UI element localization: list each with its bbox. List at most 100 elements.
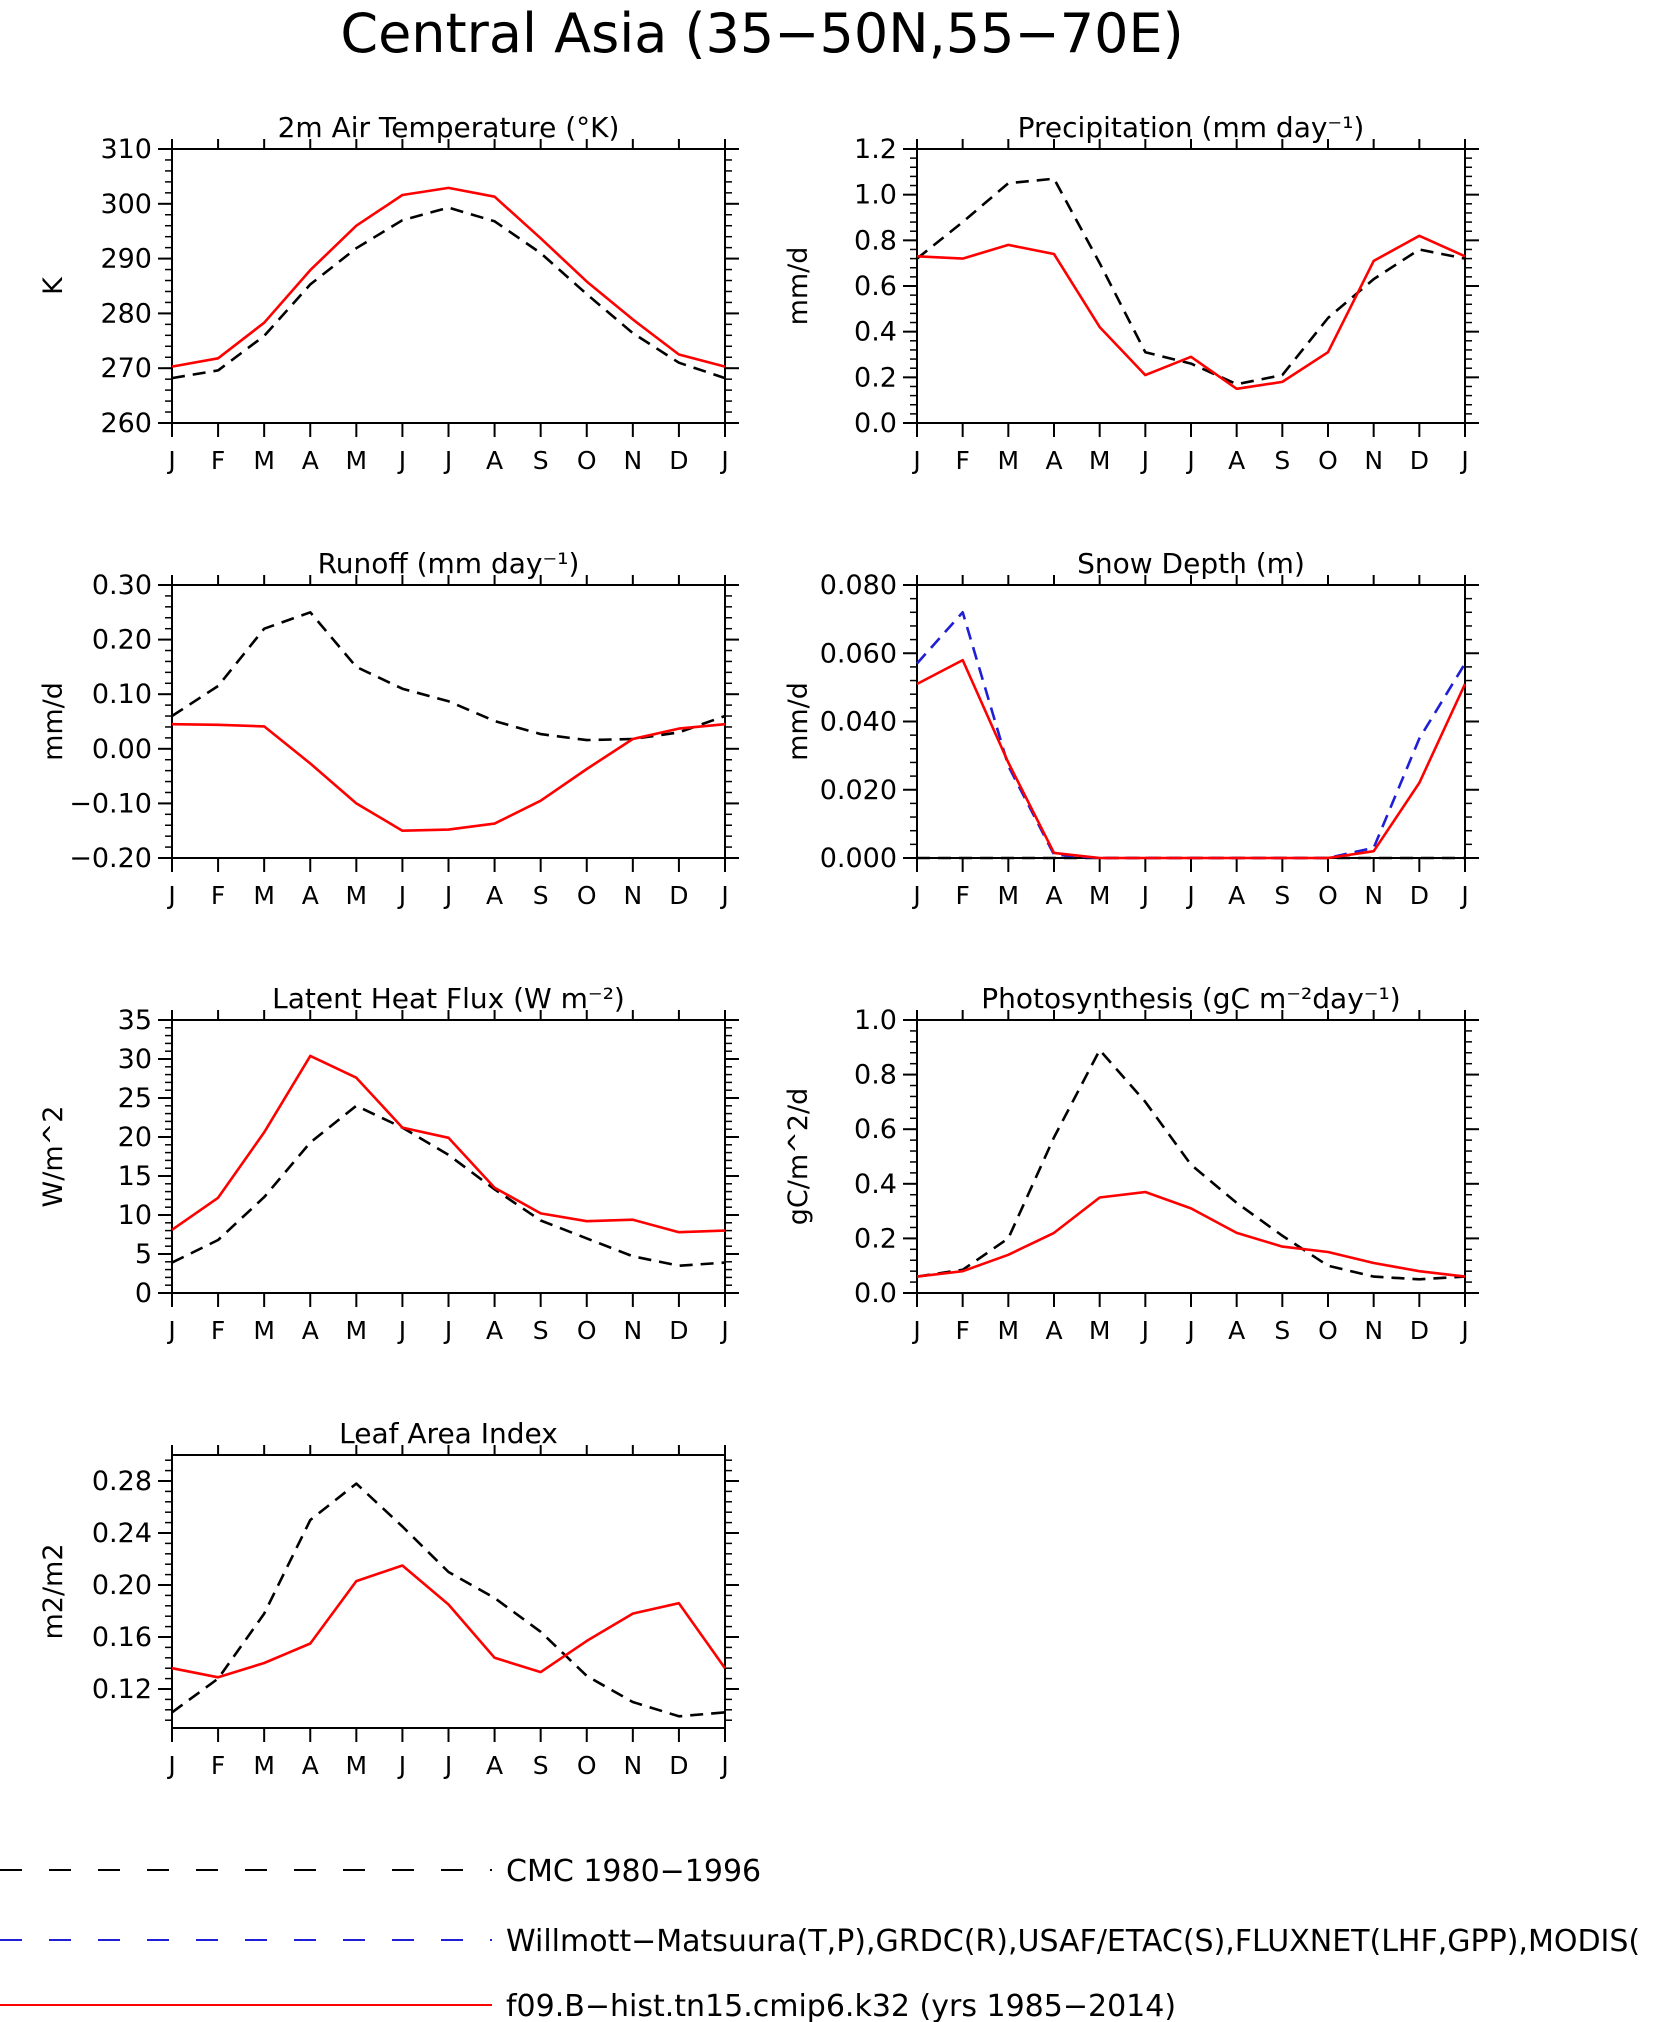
x-tick-label: A (486, 881, 503, 910)
plot-frame (171, 148, 726, 424)
y-tick-label: 35 (118, 1005, 152, 1036)
y-axis-label: K (38, 276, 69, 295)
series-line-f09-b-hist-tn15-cmip6-k3 (171, 186, 726, 368)
y-tick-label: 0.080 (820, 570, 897, 601)
y-tick-label: 260 (100, 408, 152, 439)
y-tick-label: 0.10 (92, 679, 152, 710)
x-tick-label: M (998, 446, 1020, 475)
x-tick-label: A (1228, 881, 1245, 910)
x-tick-label: A (1045, 1316, 1062, 1345)
x-tick-label: J (1185, 446, 1194, 475)
chart-panels: 2m Air Temperature (°K)J F M A M J J A S O N D J2602… (38, 111, 1479, 1780)
x-tick-label: M (253, 1316, 275, 1345)
panel-title: Snow Depth (m) (1077, 547, 1305, 580)
x-tick-label: A (486, 1316, 503, 1345)
panel-title: 2m Air Temperature (°K) (278, 111, 620, 144)
y-tick-label: 0.24 (92, 1518, 152, 1549)
plot-frame (171, 1454, 726, 1729)
x-tick-label: F (211, 1751, 225, 1780)
legend-label: f09.B−hist.tn15.cmip6.k32 (yrs 1985−2014… (506, 1989, 1176, 2022)
y-tick-label: 0.28 (92, 1466, 152, 1497)
x-tick-label: D (669, 446, 688, 475)
chart-panel-2: Precipitation (mm day⁻¹)J F M A M J J A S O N D J0.0… (783, 111, 1479, 475)
x-tick-label: A (302, 446, 319, 475)
series-line-f09-b-hist-tn15-cmip6-k3 (916, 234, 1466, 391)
x-tick-label: D (669, 1316, 688, 1345)
y-tick-label: 0.2 (854, 1223, 897, 1254)
x-tick-label: J (397, 446, 406, 475)
series-line-f09-b-hist-tn15-cmip6-k3 (171, 1564, 727, 1679)
x-tick-label: M (998, 881, 1020, 910)
y-axis-label: W/m^2 (38, 1106, 69, 1208)
chart-panel-6: Photosynthesis (gC m⁻²day⁻¹)J F M A M J J A S O N D… (783, 982, 1479, 1345)
x-tick-label: J (397, 881, 406, 910)
series-line-cmc-1980-1996 (171, 610, 726, 742)
y-axis-label: mm/d (783, 247, 814, 326)
x-tick-label: A (1045, 881, 1062, 910)
series-line-cmc-1980-1996 (916, 177, 1466, 386)
x-tick-label: O (1318, 446, 1338, 475)
x-tick-label: J (1459, 881, 1468, 910)
x-tick-label: J (1185, 881, 1194, 910)
x-tick-label: S (1274, 881, 1290, 910)
x-tick-label: N (623, 1316, 642, 1345)
x-tick-label: S (1274, 446, 1290, 475)
x-tick-label: M (253, 881, 275, 910)
y-tick-label: 300 (100, 189, 152, 220)
series-line-f09-b-hist-tn15-cmip6-k3 (171, 722, 726, 833)
y-tick-label: 0.12 (92, 1674, 152, 1705)
y-tick-label: 0.4 (854, 317, 897, 348)
y-tick-label: 0.8 (854, 1060, 897, 1091)
x-tick-label: S (533, 1751, 549, 1780)
y-tick-label: 290 (100, 244, 152, 275)
x-tick-label: J (1459, 1316, 1468, 1345)
legend-label: CMC 1980−1996 (506, 1854, 761, 1889)
plot-frame (171, 584, 726, 859)
y-tick-label: 0.00 (92, 734, 152, 765)
y-tick-label: −0.10 (69, 788, 152, 819)
x-tick-label: D (669, 881, 688, 910)
chart-panel-1: 2m Air Temperature (°K)J F M A M J J A S O N D J2602… (38, 111, 739, 475)
x-tick-label: M (253, 446, 275, 475)
x-tick-label: J (1140, 1316, 1149, 1345)
x-tick-label: M (1089, 446, 1111, 475)
x-tick-label: M (346, 1751, 368, 1780)
x-tick-label: F (955, 446, 969, 475)
x-tick-label: A (302, 1316, 319, 1345)
series-line-willmott-matsuura-t-p-gr (916, 610, 1467, 860)
x-tick-label: S (1274, 1316, 1290, 1345)
x-tick-label: N (1364, 1316, 1383, 1345)
x-tick-label: A (1045, 446, 1062, 475)
x-tick-label: F (955, 1316, 969, 1345)
x-tick-label: F (211, 1316, 225, 1345)
x-tick-label: D (669, 1751, 688, 1780)
y-tick-label: 1.0 (854, 180, 897, 211)
x-tick-label: S (533, 1316, 549, 1345)
y-tick-label: 1.2 (854, 134, 897, 165)
y-tick-label: 310 (100, 134, 152, 165)
y-tick-label: 0.0 (854, 1278, 897, 1309)
x-tick-label: J (1459, 446, 1468, 475)
x-tick-label: S (533, 881, 549, 910)
x-tick-label: A (302, 881, 319, 910)
x-tick-label: N (623, 446, 642, 475)
x-tick-label: O (577, 881, 597, 910)
series-line-f09-b-hist-tn15-cmip6-k3 (916, 658, 1467, 860)
y-tick-label: 280 (100, 298, 152, 329)
x-tick-label: M (253, 1751, 275, 1780)
x-tick-label: J (719, 881, 728, 910)
x-tick-label: A (1228, 446, 1245, 475)
x-tick-label: J (1140, 881, 1149, 910)
series-line-cmc-1980-1996 (171, 206, 726, 380)
y-tick-label: 0.6 (854, 1114, 897, 1145)
y-tick-label: 0.0 (854, 408, 897, 439)
y-tick-label: 20 (118, 1122, 152, 1153)
x-tick-label: M (998, 1316, 1020, 1345)
legend-item: Willmott−Matsuura(T,P),GRDC(R),USAF/ETAC… (0, 1924, 1640, 1959)
y-tick-label: 0.20 (92, 625, 152, 656)
legend-item: f09.B−hist.tn15.cmip6.k32 (yrs 1985−2014… (0, 1989, 1176, 2022)
x-tick-label: J (166, 1316, 175, 1345)
y-tick-label: 1.0 (854, 1005, 897, 1036)
